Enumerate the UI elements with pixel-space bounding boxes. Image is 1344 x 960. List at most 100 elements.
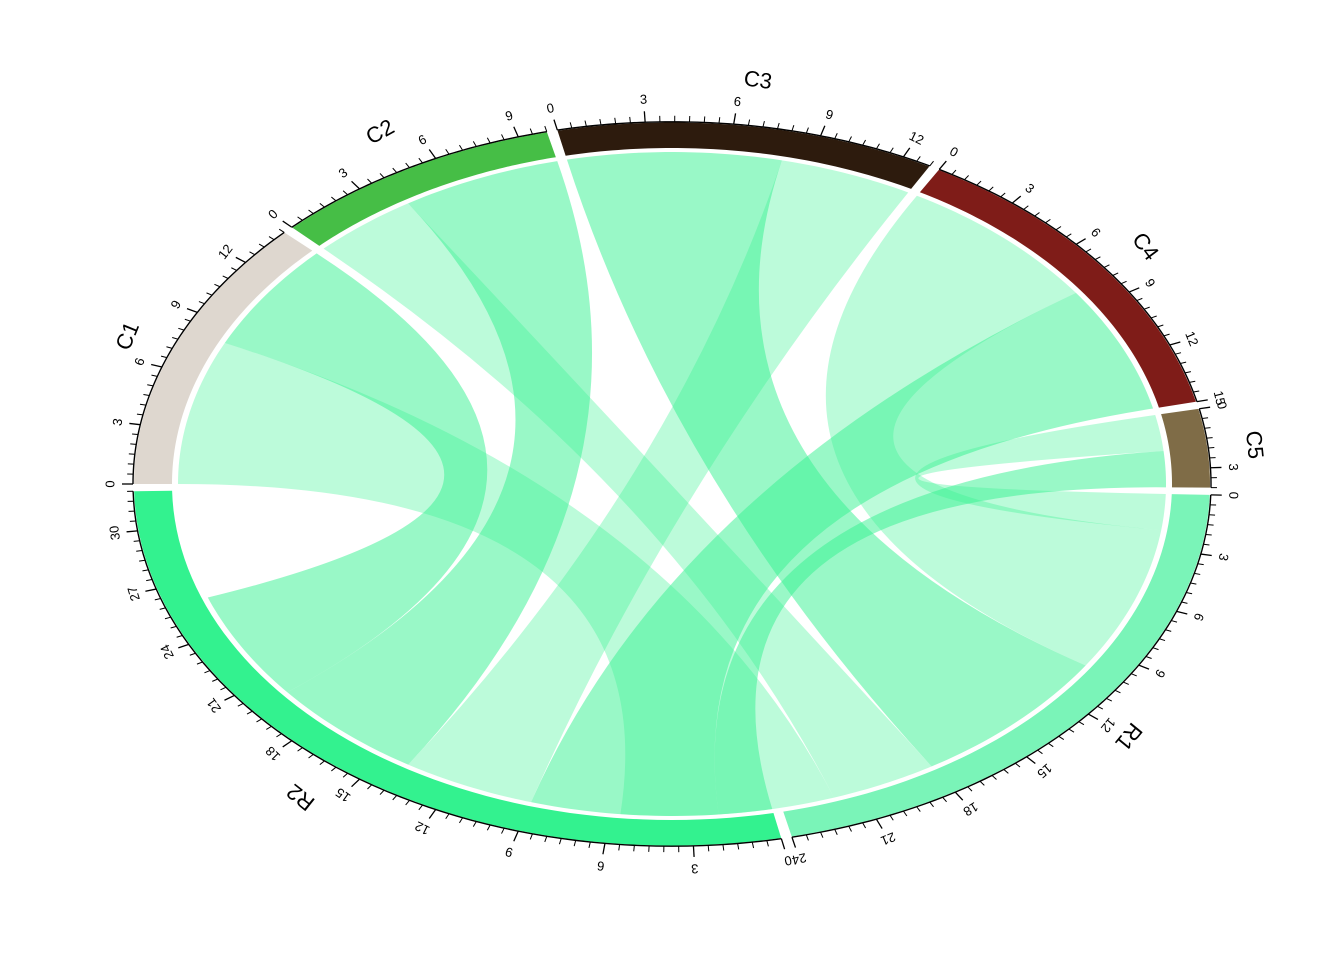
axis-tick — [178, 643, 189, 649]
axis-tick — [392, 795, 398, 801]
axis-tick — [282, 220, 293, 228]
axis-tick — [1199, 406, 1211, 410]
axis-tick — [151, 363, 163, 368]
axis-tick-label: 3 — [639, 92, 647, 107]
axis-tick — [1114, 689, 1121, 694]
axis-tick — [722, 844, 725, 851]
link-c4-r1 — [825, 195, 1162, 666]
axis-tick — [136, 413, 143, 416]
axis-tick — [1106, 697, 1113, 702]
axis-tick-label: 3 — [109, 417, 125, 427]
axis-tick — [282, 740, 293, 748]
axis-tick — [459, 144, 464, 151]
axis-tick — [848, 825, 852, 832]
axis-tick — [222, 275, 229, 279]
axis-tick-label: 3 — [1226, 463, 1241, 471]
axis-tick — [1075, 238, 1086, 245]
axis-tick — [1206, 437, 1213, 439]
axis-tick-label: 21 — [203, 695, 224, 716]
axis-tick — [472, 141, 477, 147]
axis-tick — [903, 810, 908, 817]
axis-tick-label: 0 — [1214, 400, 1230, 410]
chord-links — [178, 152, 1166, 816]
axis-tick — [1078, 721, 1085, 726]
axis-tick — [718, 117, 721, 124]
axis-tick-label: 6 — [1088, 225, 1104, 240]
axis-tick — [214, 283, 221, 288]
axis-tick — [178, 327, 185, 331]
axis-tick — [976, 180, 982, 186]
axis-tick — [1145, 656, 1152, 659]
axis-tick — [405, 162, 410, 168]
axis-tick-label: 3 — [1216, 552, 1232, 562]
axis-tick-label: 18 — [262, 743, 283, 764]
axis-tick — [428, 149, 437, 159]
axis-tick — [1123, 681, 1129, 685]
link-c1-r2 — [207, 253, 488, 693]
axis-tick — [834, 829, 838, 835]
axis-tick — [235, 256, 246, 264]
axis-tick — [258, 243, 265, 248]
axis-tick — [529, 833, 533, 840]
axis-tick — [902, 147, 911, 158]
axis-tick — [256, 718, 262, 723]
axis-tick — [133, 540, 140, 542]
axis-tick — [703, 116, 706, 123]
axis-tick-label: 6 — [131, 356, 148, 368]
axis-tick — [766, 840, 769, 847]
axis-tick — [529, 128, 533, 135]
axis-tick — [1165, 629, 1172, 632]
axis-tick — [1128, 287, 1140, 293]
axis-tick — [379, 173, 385, 179]
axis-tick-label: 3 — [1022, 180, 1037, 196]
axis-tick — [268, 236, 275, 241]
axis-tick-label: 0 — [265, 206, 281, 222]
axis-tick — [308, 753, 314, 759]
axis-tick-label: 6 — [596, 858, 605, 874]
axis-tick — [159, 607, 166, 610]
axis-tick — [319, 760, 325, 766]
axis-tick-label: 9 — [503, 844, 514, 860]
axis-tick — [186, 308, 198, 313]
axis-tick — [569, 122, 573, 129]
axis-tick — [791, 836, 797, 848]
axis-tick — [875, 818, 883, 829]
axis-tick — [126, 530, 138, 533]
sector-label-c5: C5 — [1241, 430, 1269, 460]
axis-tick-label: 18 — [961, 799, 981, 819]
axis-tick — [224, 694, 235, 701]
axis-tick-label: 21 — [879, 829, 898, 848]
axis-tick — [220, 686, 227, 691]
axis-tick — [1169, 341, 1181, 346]
axis-tick — [1163, 333, 1170, 337]
axis-tick — [129, 422, 141, 426]
axis-tick — [379, 789, 385, 795]
axis-tick — [1112, 272, 1119, 276]
axis-tick — [942, 796, 947, 803]
axis-tick — [184, 318, 191, 322]
axis-tick — [1193, 390, 1200, 393]
axis-tick — [513, 126, 519, 138]
axis-tick-label: 12 — [1182, 329, 1201, 348]
axis-tick — [145, 588, 157, 592]
axis-tick — [1026, 756, 1036, 765]
link-c2-r1 — [323, 203, 932, 798]
axis-tick — [1103, 264, 1110, 268]
axis-tick — [544, 836, 548, 843]
axis-tick — [142, 569, 149, 572]
axis-tick — [1055, 226, 1062, 231]
axis-tick — [418, 804, 423, 811]
sector-label-c3: C3 — [742, 65, 773, 94]
axis-tick-label: 15 — [1034, 761, 1055, 782]
axis-tick — [964, 175, 969, 181]
axis-tick — [1048, 742, 1054, 748]
axis-tick — [553, 119, 558, 131]
axis-tick-label: 0 — [102, 480, 117, 487]
axis-tick — [367, 178, 373, 184]
axis-tick — [1202, 417, 1209, 419]
link-c2-r2 — [287, 161, 593, 765]
track-c5 — [1161, 408, 1210, 488]
axis-tick — [459, 817, 464, 824]
axis-tick — [445, 148, 450, 155]
